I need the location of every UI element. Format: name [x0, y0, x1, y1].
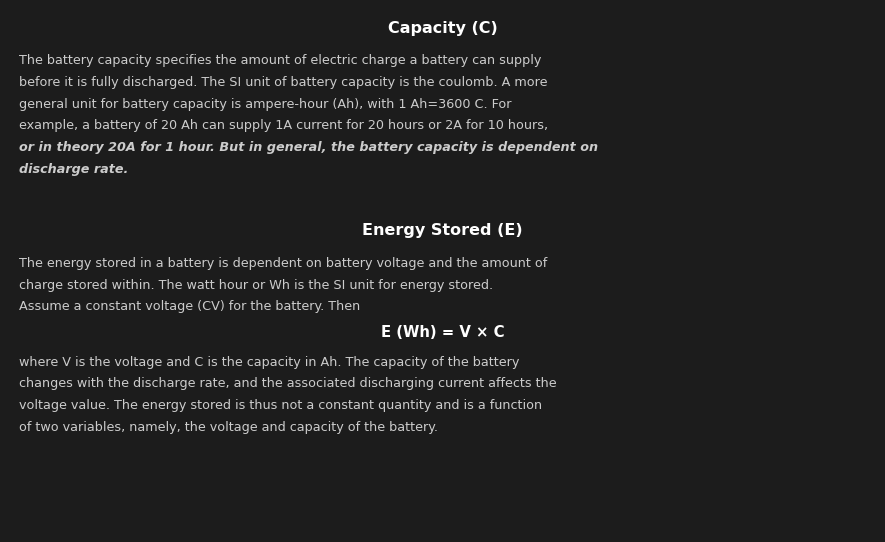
Text: voltage value. The energy stored is thus not a constant quantity and is a functi: voltage value. The energy stored is thus… — [19, 399, 543, 412]
Text: charge stored within. The watt hour or Wh is the SI unit for energy stored.: charge stored within. The watt hour or W… — [19, 279, 494, 292]
Text: Assume a constant voltage (CV) for the battery. Then: Assume a constant voltage (CV) for the b… — [19, 300, 361, 313]
Text: example, a battery of 20 Ah can supply 1A current for 20 hours or 2A for 10 hour: example, a battery of 20 Ah can supply 1… — [19, 119, 549, 132]
Text: or in theory 20A for 1 hour. But in general, the battery capacity is dependent o: or in theory 20A for 1 hour. But in gene… — [19, 141, 598, 154]
Text: where V is the voltage and C is the capacity in Ah. The capacity of the battery: where V is the voltage and C is the capa… — [19, 356, 519, 369]
Text: of two variables, namely, the voltage and capacity of the battery.: of two variables, namely, the voltage an… — [19, 421, 438, 434]
Text: discharge rate.: discharge rate. — [19, 163, 129, 176]
Text: general unit for battery capacity is ampere-hour (Ah), with 1 Ah=3600 C. For: general unit for battery capacity is amp… — [19, 98, 512, 111]
Text: changes with the discharge rate, and the associated discharging current affects : changes with the discharge rate, and the… — [19, 377, 557, 390]
Text: Energy Stored (E): Energy Stored (E) — [362, 223, 523, 238]
Text: before it is fully discharged. The SI unit of battery capacity is the coulomb. A: before it is fully discharged. The SI un… — [19, 76, 548, 89]
Text: Capacity (C): Capacity (C) — [388, 21, 497, 36]
Text: E (Wh) = V × C: E (Wh) = V × C — [381, 325, 504, 340]
Text: The energy stored in a battery is dependent on battery voltage and the amount of: The energy stored in a battery is depend… — [19, 257, 548, 270]
Text: The battery capacity specifies the amount of electric charge a battery can suppl: The battery capacity specifies the amoun… — [19, 54, 542, 67]
